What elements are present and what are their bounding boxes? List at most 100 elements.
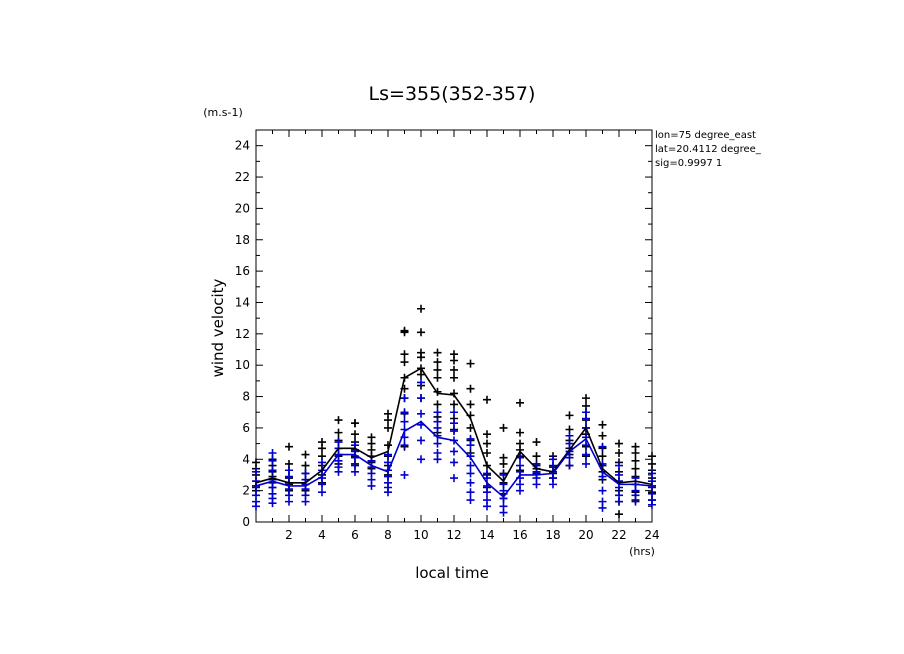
- black-plus-marker: [648, 459, 656, 468]
- black-plus-marker: [516, 398, 524, 407]
- blue-plus-marker: [450, 427, 458, 436]
- blue-plus-marker: [598, 472, 607, 481]
- y-tick-label: 14: [235, 295, 250, 309]
- black-plus-marker: [648, 452, 656, 461]
- y-tick-label: 24: [235, 139, 250, 153]
- black-plus-marker: [384, 423, 392, 432]
- blue-mean-line: [255, 420, 653, 499]
- blue-plus-marker: [400, 394, 409, 403]
- black-plus-marker: [565, 411, 574, 420]
- info-lon: lon=75 degree_east: [655, 130, 756, 141]
- black-plus-marker: [285, 442, 293, 451]
- x-tick-label: 16: [512, 528, 527, 542]
- blue-plus-marker: [252, 491, 260, 500]
- x-tick-label: 4: [318, 528, 326, 542]
- black-plus-marker: [318, 438, 326, 447]
- blue-plus-marker: [400, 417, 409, 426]
- black-plus-marker: [631, 442, 640, 451]
- black-mean-line: [255, 367, 653, 486]
- black-plus-marker: [582, 394, 590, 403]
- black-plus-marker: [351, 430, 359, 439]
- blue-plus-marker: [466, 469, 475, 478]
- blue-plus-marker: [483, 469, 491, 478]
- blue-plus-marker: [516, 461, 524, 470]
- x-unit-label: (hrs): [629, 545, 655, 558]
- x-tick-label: 24: [644, 528, 659, 542]
- x-tick-label: 8: [384, 528, 392, 542]
- black-plus-marker: [466, 359, 475, 368]
- blue-plus-marker: [384, 458, 392, 467]
- blue-plus-marker: [450, 447, 458, 456]
- black-plus-marker: [433, 358, 442, 367]
- black-plus-marker: [433, 348, 442, 357]
- blue-plus-marker: [648, 469, 656, 478]
- blue-plus-marker: [433, 439, 442, 448]
- blue-plus-marker: [565, 439, 574, 448]
- black-plus-marker: [631, 456, 640, 465]
- black-plus-marker: [417, 328, 425, 337]
- y-tick-label: 6: [242, 421, 250, 435]
- blue-plus-marker: [466, 434, 475, 443]
- black-plus-marker: [433, 365, 442, 374]
- black-plus-marker: [384, 409, 392, 418]
- black-plus-marker: [433, 373, 442, 382]
- black-plus-marker: [400, 350, 409, 359]
- black-plus-marker: [615, 439, 623, 448]
- blue-plus-marker: [285, 466, 293, 475]
- blue-plus-marker: [615, 461, 623, 470]
- blue-plus-marker: [334, 438, 343, 447]
- black-plus-marker: [450, 350, 458, 359]
- blue-plus-marker: [417, 409, 425, 418]
- blue-plus-marker: [598, 486, 607, 495]
- black-plus-marker: [483, 449, 491, 458]
- info-lat: lat=20.4112 degree_: [655, 144, 762, 155]
- black-plus-marker: [334, 428, 343, 437]
- blue-plus-marker: [268, 449, 277, 458]
- blue-plus-marker: [582, 459, 590, 468]
- blue-plus-marker: [268, 466, 277, 475]
- blue-plus-marker: [565, 461, 574, 470]
- y-unit-label: (m.s-1): [203, 106, 243, 119]
- blue-plus-marker: [450, 419, 458, 428]
- y-axis-label: wind velocity: [209, 278, 227, 377]
- blue-plus-marker: [301, 469, 310, 478]
- black-plus-marker: [615, 449, 623, 458]
- black-plus-marker: [483, 430, 491, 439]
- black-plus-marker: [301, 450, 310, 459]
- black-plus-marker: [301, 461, 310, 470]
- blue-plus-marker: [417, 436, 425, 445]
- black-plus-marker: [516, 439, 524, 448]
- black-plus-marker: [499, 453, 508, 462]
- black-plus-marker: [615, 510, 623, 519]
- black-plus-marker: [400, 326, 409, 335]
- blue-plus-marker: [450, 408, 458, 417]
- blue-plus-marker: [466, 461, 475, 470]
- y-tick-label: 8: [242, 390, 250, 404]
- black-plus-marker: [334, 416, 343, 425]
- blue-plus-marker: [582, 450, 590, 459]
- blue-plus-marker: [582, 408, 590, 417]
- blue-plus-marker: [400, 441, 409, 450]
- black-plus-marker: [532, 452, 541, 461]
- blue-plus-marker: [268, 456, 277, 465]
- black-plus-marker: [417, 348, 425, 357]
- blue-plus-marker: [549, 455, 557, 464]
- y-tick-label: 22: [235, 170, 250, 184]
- blue-plus-marker: [466, 496, 475, 505]
- x-tick-label: 2: [285, 528, 293, 542]
- black-plus-marker: [367, 433, 376, 442]
- black-plus-marker: [631, 464, 640, 473]
- x-tick-label: 20: [578, 528, 593, 542]
- black-plus-marker: [598, 420, 607, 429]
- black-plus-marker: [483, 395, 491, 404]
- black-plus-marker: [516, 428, 524, 437]
- x-tick-label: 10: [413, 528, 428, 542]
- chart-title: Ls=355(352-357): [369, 83, 536, 105]
- blue-plus-marker: [499, 502, 508, 511]
- x-tick-label: 14: [479, 528, 494, 542]
- blue-plus-marker: [450, 458, 458, 467]
- black-plus-marker: [598, 452, 607, 461]
- black-plus-marker: [433, 387, 442, 396]
- blue-plus-marker: [417, 378, 425, 387]
- black-plus-marker: [450, 400, 458, 409]
